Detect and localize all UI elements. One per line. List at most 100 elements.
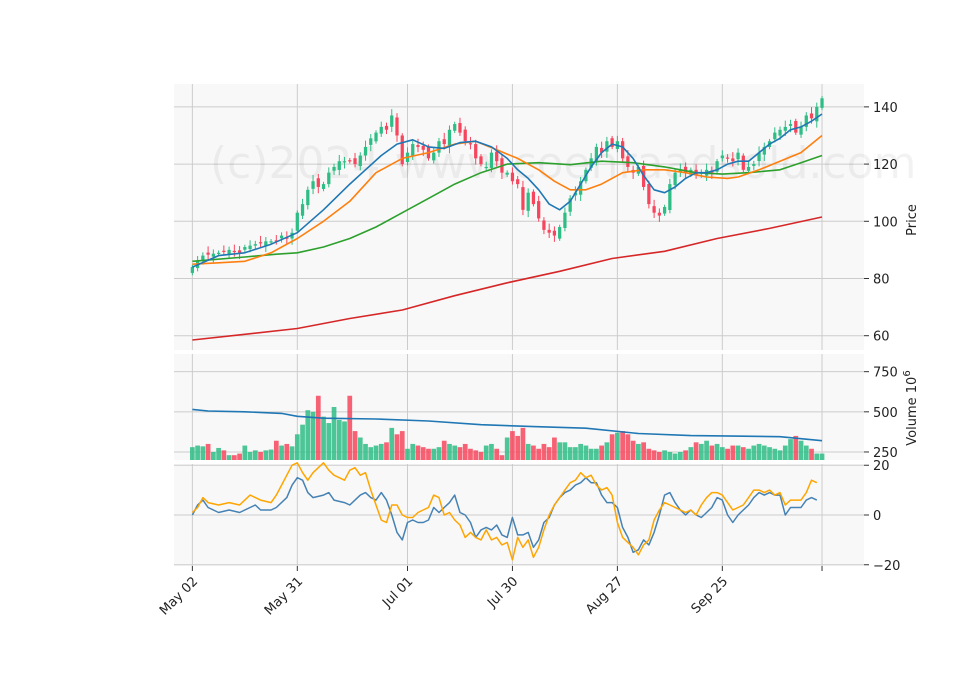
volume-bar (331, 407, 337, 460)
candle-body (746, 166, 751, 171)
candle-body (537, 201, 541, 219)
volume-bar (294, 434, 300, 460)
candle-body (458, 123, 462, 133)
volume-ma-line (192, 408, 823, 442)
candle-body (337, 161, 341, 170)
volume-bar (531, 445, 536, 460)
candle-body (369, 138, 373, 145)
volume-bar (772, 448, 778, 460)
volume-bar (698, 443, 704, 460)
oscillator-panel (191, 462, 818, 561)
price-y-tick-label: 120 (873, 158, 898, 173)
candle-body (468, 143, 473, 145)
candle-body (390, 115, 394, 127)
oscillator-line-2 (191, 462, 818, 561)
volume-bar (221, 450, 227, 460)
volume-bar (651, 450, 657, 460)
volume-bar (615, 432, 620, 460)
volume-bar (315, 395, 321, 460)
volume-bar (499, 455, 505, 460)
volume-bar (473, 450, 479, 460)
candle-body (463, 129, 467, 142)
candle-body (258, 242, 263, 244)
candle-body (799, 126, 803, 135)
candle-body (594, 146, 599, 162)
x-tick-label: May 31 (262, 574, 306, 618)
ma-slow-line (192, 154, 823, 263)
candle-body (552, 230, 557, 236)
candle-body (558, 227, 562, 239)
candle-body (327, 172, 331, 185)
candle-body (715, 161, 719, 172)
volume-bar (704, 440, 709, 460)
volume-bar (719, 447, 725, 460)
volume-bar (289, 446, 295, 460)
candle-body (809, 113, 814, 119)
volume-bar (247, 451, 253, 460)
volume-bar (803, 445, 809, 460)
volume-bar (746, 448, 751, 460)
volume-bar (504, 437, 510, 460)
candle-body (432, 152, 436, 161)
volume-bar (389, 427, 395, 460)
candle-body (190, 267, 194, 273)
candle-body (505, 172, 509, 175)
candle-body (211, 253, 215, 257)
candle-body (437, 141, 441, 153)
volume-bar (515, 435, 521, 460)
candle-body (600, 147, 604, 153)
candle-body (621, 141, 625, 159)
volume-bar (373, 445, 379, 460)
candle-body (384, 125, 389, 130)
candle-body (348, 160, 352, 162)
candle-body (804, 115, 808, 127)
volume-bar (562, 442, 568, 460)
volume-bar (195, 445, 200, 460)
volume-bar (609, 434, 615, 460)
candle-body (683, 166, 688, 173)
volume-panel (190, 395, 825, 460)
osc-y-tick-label: 20 (873, 459, 890, 474)
candle-body (222, 250, 226, 252)
candle-body (484, 166, 488, 169)
volume-bar (468, 448, 473, 460)
candle-body (526, 192, 530, 211)
volume-bar (420, 447, 426, 460)
volume-bar (756, 443, 762, 460)
osc-y-tick-label: 0 (873, 509, 881, 524)
candle-body (474, 144, 478, 159)
volume-bar (205, 443, 211, 460)
x-tick-label: Aug 27 (583, 574, 626, 617)
volume-bar (263, 450, 269, 460)
candle-body (668, 184, 672, 210)
candle-body (741, 155, 745, 170)
candle-body (316, 178, 320, 187)
candle-body (720, 155, 724, 159)
candle-body (531, 191, 536, 205)
candle-body (295, 212, 299, 231)
candle-body (783, 126, 787, 131)
candle-body (285, 237, 289, 239)
volume-bar (761, 445, 767, 460)
volume-bar (567, 447, 573, 460)
candle-body (447, 129, 452, 148)
volume-bar (709, 445, 715, 460)
volume-bar (777, 450, 783, 460)
candle-body (321, 184, 326, 189)
volume-bar (536, 448, 542, 460)
volume-bar (714, 443, 720, 460)
volume-y-tick-label: 250 (873, 446, 898, 461)
candle-body (411, 144, 415, 156)
candle-body (563, 212, 567, 229)
candle-body (657, 212, 661, 216)
volume-bar (594, 448, 599, 460)
volume-bar (368, 447, 374, 460)
x-tick-label: Sep 25 (689, 574, 732, 617)
volume-bar (735, 445, 741, 460)
candle-body (300, 204, 305, 216)
candle-body (773, 132, 777, 140)
candle-body (547, 229, 551, 233)
volume-bar (677, 451, 683, 460)
volume-bar (767, 447, 772, 460)
